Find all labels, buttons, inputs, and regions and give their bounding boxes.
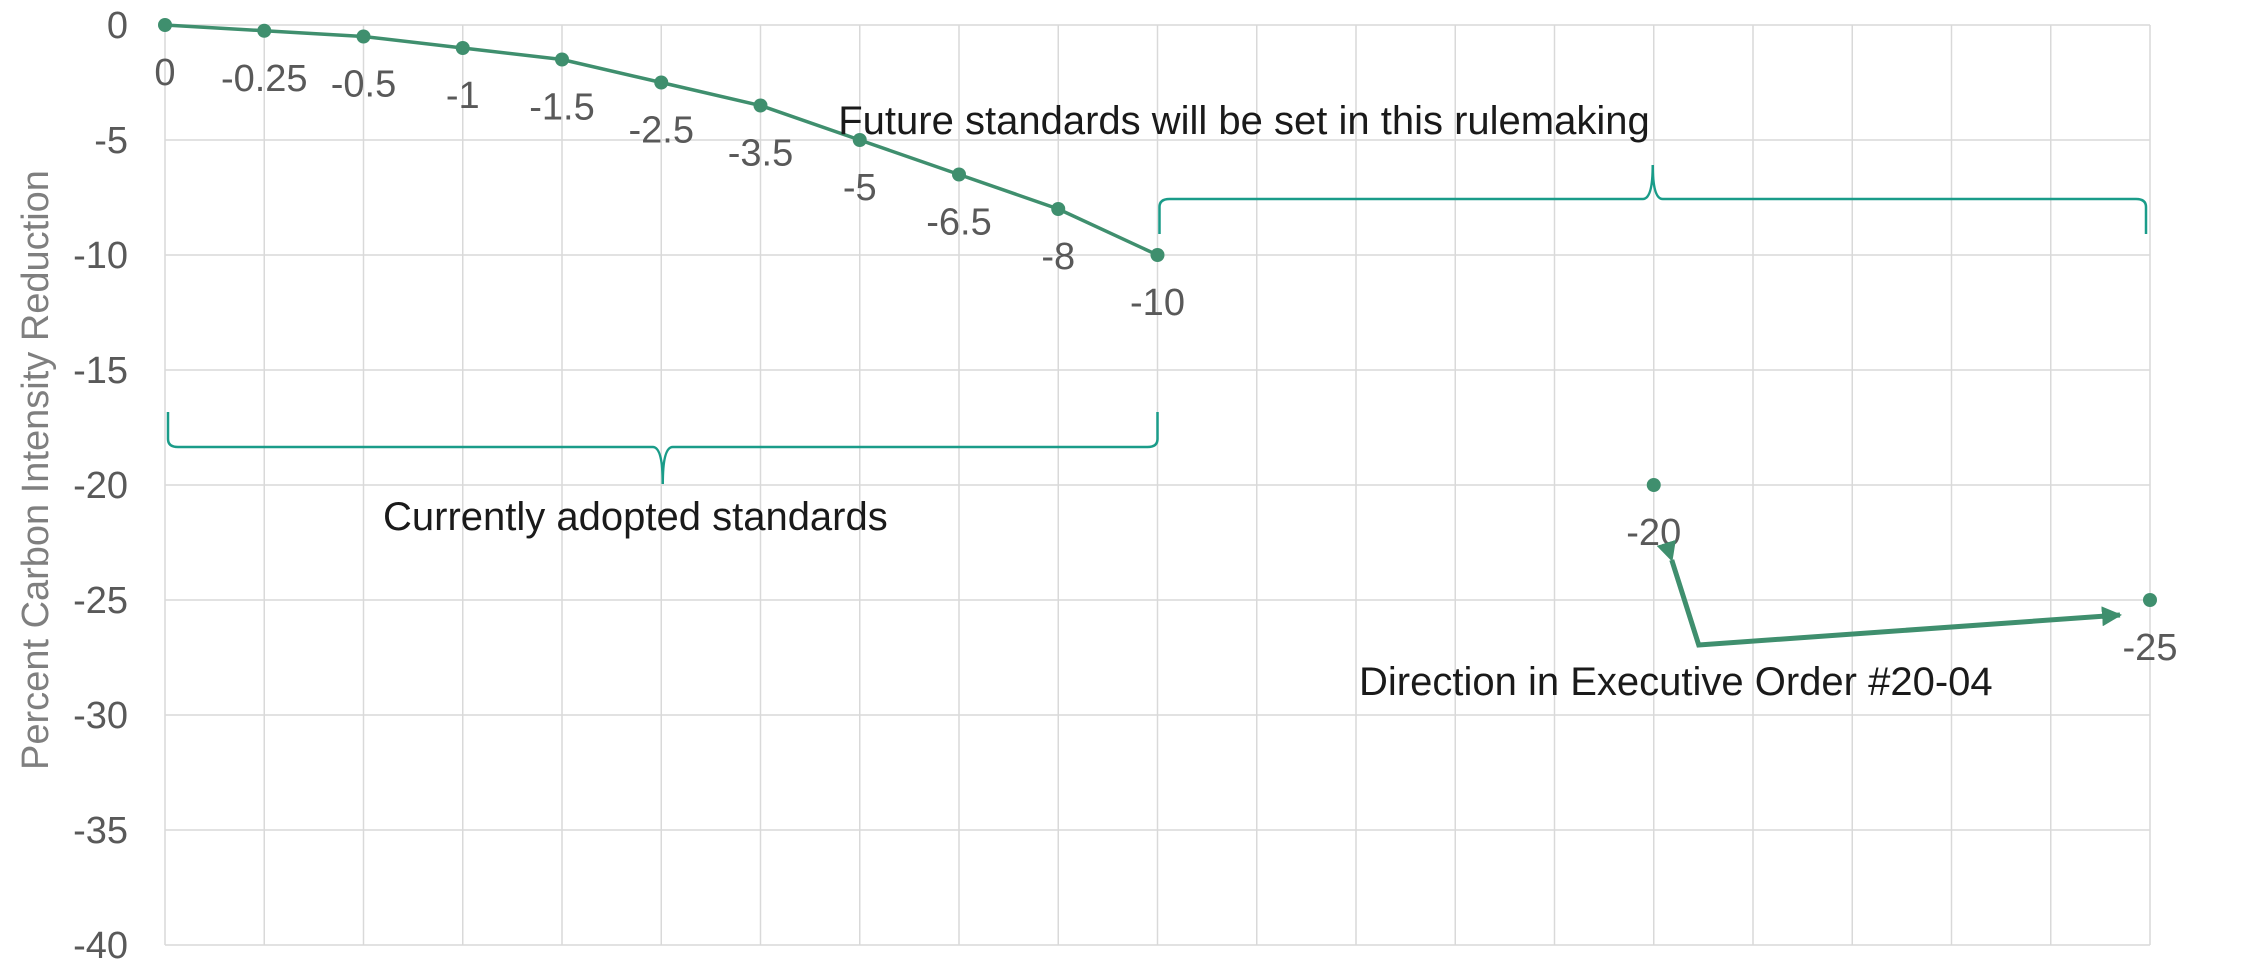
data-label: -5 xyxy=(843,167,877,209)
data-point xyxy=(1646,478,1661,492)
y-tick-label: -40 xyxy=(73,925,128,959)
y-axis-label: Percent Carbon Intensity Reduction xyxy=(15,170,57,770)
data-point xyxy=(852,133,867,147)
data-labels: 0 -0.25 -0.5 -1 -1.5 -2.5 -3.5 -5 -6.5 -8 -10 -20 -2… xyxy=(154,52,2177,669)
data-label: -0.25 xyxy=(221,58,308,100)
data-label: -1 xyxy=(446,75,480,117)
gridlines xyxy=(164,24,2151,946)
data-label: -25 xyxy=(2123,627,2178,669)
data-label: -3.5 xyxy=(728,133,793,175)
data-label: -10 xyxy=(1130,282,1185,324)
data-label: -1.5 xyxy=(529,87,594,129)
y-tick-label: -35 xyxy=(73,810,128,852)
data-label: -6.5 xyxy=(926,202,991,244)
y-tick-label: -15 xyxy=(73,350,128,392)
data-points xyxy=(158,18,2157,607)
y-axis-ticks: 0 -5 -10 -15 -20 -25 -30 -35 -40 xyxy=(73,5,128,959)
data-label: -2.5 xyxy=(629,110,694,152)
brace-current-standards xyxy=(166,412,1159,485)
data-label: 0 xyxy=(154,52,175,94)
annotation-executive-order: Direction in Executive Order #20-04 xyxy=(1359,660,1993,704)
braces xyxy=(166,164,2148,485)
data-label: -20 xyxy=(1626,512,1681,554)
y-tick-label: 0 xyxy=(107,5,128,47)
annotation-future-standards: Future standards will be set in this rul… xyxy=(838,99,1649,143)
data-point xyxy=(158,18,172,32)
data-label: -0.5 xyxy=(331,64,396,106)
data-point xyxy=(257,23,272,38)
executive-order-arrow xyxy=(1656,539,2122,648)
brace-future-standards xyxy=(1158,164,2148,234)
data-point xyxy=(455,41,470,55)
annotation-current-standards: Currently adopted standards xyxy=(383,495,888,539)
y-tick-label: -30 xyxy=(73,695,128,737)
data-point xyxy=(952,167,966,182)
data-point xyxy=(753,98,768,113)
y-tick-label: -20 xyxy=(73,465,128,507)
data-point xyxy=(1051,202,1066,216)
data-point xyxy=(555,52,569,67)
data-point xyxy=(1150,248,1165,262)
data-label: -8 xyxy=(1041,236,1075,278)
y-tick-label: -5 xyxy=(94,120,128,162)
data-point xyxy=(2143,593,2157,607)
y-tick-label: -10 xyxy=(73,235,128,277)
y-tick-label: -25 xyxy=(73,580,128,622)
data-point xyxy=(654,75,669,90)
data-point xyxy=(356,29,371,44)
